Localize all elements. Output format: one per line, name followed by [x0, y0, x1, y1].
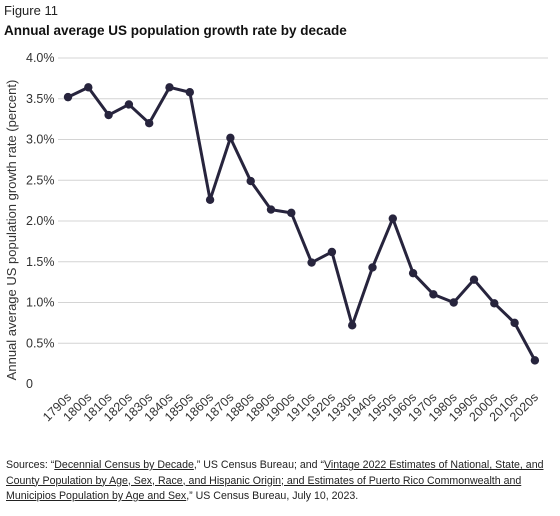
data-point — [429, 290, 438, 299]
data-point — [469, 275, 479, 284]
data-point — [348, 321, 357, 330]
data-point — [145, 119, 154, 128]
y-tick-label: 3.0% — [26, 133, 55, 147]
y-tick-label: 2.5% — [26, 173, 55, 187]
data-point — [84, 83, 93, 92]
data-point — [490, 299, 499, 308]
sources-prefix: Sources: “ — [6, 459, 55, 471]
data-point — [104, 110, 113, 120]
sources-suffix: ,” US Census Bureau, July 10, 2023. — [186, 490, 359, 502]
data-point — [266, 205, 276, 214]
figure-title: Annual average US population growth rate… — [4, 23, 347, 38]
data-point — [327, 247, 337, 257]
x-tick-labels: 1790s1800s1810s1820s1830s1840s1850s1860s… — [40, 390, 541, 424]
data-point — [408, 268, 418, 278]
y-tick-label: 2.0% — [26, 214, 55, 228]
data-point — [287, 208, 296, 218]
source-link-vintage[interactable]: Vintage 2022 Estimates of National, Stat… — [6, 459, 544, 502]
data-point — [63, 92, 73, 102]
source-link-decennial[interactable]: Decennial Census by Decade — [54, 459, 194, 471]
y-tick-label: 0.5% — [26, 336, 55, 350]
data-point — [205, 195, 215, 205]
y-axis-label: Annual average US population growth rate… — [4, 80, 19, 381]
data-point — [510, 318, 519, 328]
y-tick-label: 1.0% — [26, 296, 55, 310]
series-line — [67, 85, 537, 362]
sources-note: Sources: “Decennial Census by Decade,” U… — [6, 458, 554, 505]
line-chart: 0 0.5% 1.0% 1.5% 2.0% 2.5% 3.0% 3.5% 4.0% 1790s1… — [4, 51, 548, 424]
data-point — [226, 133, 235, 143]
y-tick-label: 1.5% — [26, 255, 55, 269]
data-point — [388, 214, 397, 223]
y-tick-labels: 0 0.5% 1.0% 1.5% 2.0% 2.5% 3.0% 3.5% 4.0% — [26, 51, 55, 391]
data-point — [124, 100, 134, 109]
grid-lines — [58, 57, 548, 344]
y-tick-label: 3.5% — [26, 92, 55, 106]
data-point — [185, 88, 194, 97]
data-series — [63, 83, 540, 365]
data-point — [307, 258, 316, 267]
data-point — [246, 176, 255, 186]
data-point — [165, 83, 174, 92]
data-point — [449, 298, 458, 307]
y-tick-label: 0 — [26, 377, 33, 391]
y-tick-label: 4.0% — [26, 51, 55, 65]
data-point — [368, 263, 377, 272]
sources-mid: ,” US Census Bureau; and “ — [193, 459, 324, 471]
figure-label: Figure 11 — [4, 3, 58, 18]
data-point — [530, 356, 540, 365]
